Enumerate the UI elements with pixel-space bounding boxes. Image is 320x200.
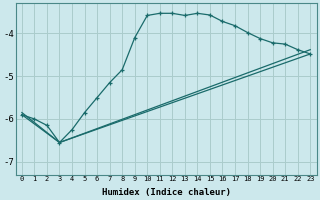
- X-axis label: Humidex (Indice chaleur): Humidex (Indice chaleur): [101, 188, 231, 197]
